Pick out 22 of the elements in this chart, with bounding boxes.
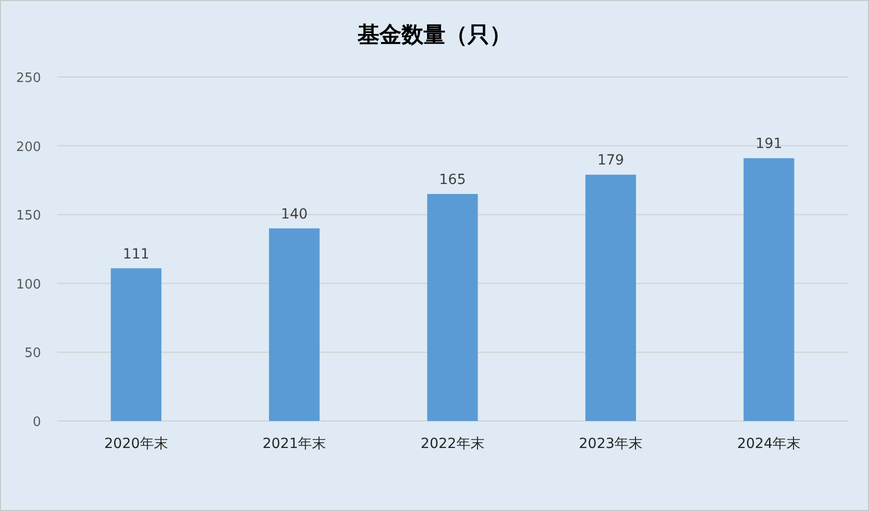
data-label: 191 [756,136,782,152]
y-tick-label: 200 [16,140,41,155]
y-tick-label: 100 [16,277,41,292]
data-label: 111 [122,246,150,262]
y-tick-label: 150 [16,208,41,224]
bar [110,268,162,421]
y-tick-label: 0 [32,415,41,430]
bar [268,228,320,421]
data-label: 165 [439,172,466,188]
x-tick-label: 2024年末 [737,436,801,452]
data-label: 140 [280,206,308,222]
x-tick-label: 2023年末 [578,436,643,452]
bar [585,174,636,421]
x-tick-label: 2022年末 [420,436,484,452]
x-tick-label: 2020年末 [104,436,168,452]
x-tick-label: 2021年末 [262,436,326,452]
chart-title: 基金数量（只） [356,23,512,48]
y-tick-label: 50 [24,346,41,362]
bar [744,158,794,421]
bar [427,194,478,421]
data-label: 179 [597,152,624,169]
y-tick-label: 250 [16,71,41,86]
